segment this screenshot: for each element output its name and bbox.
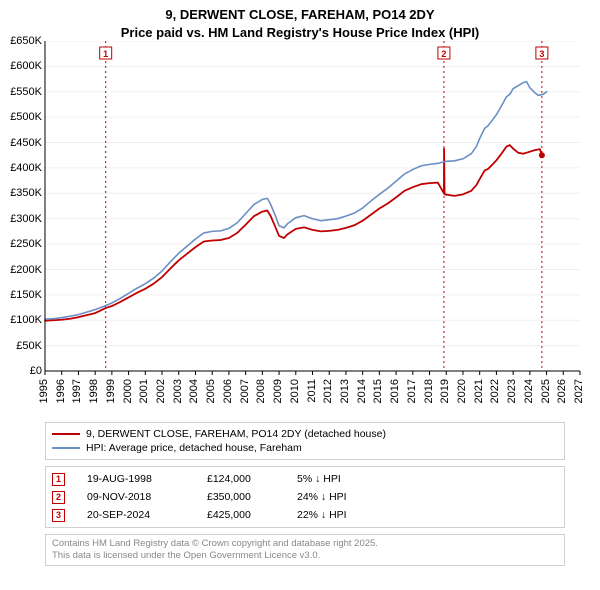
x-tick-label: 2011 xyxy=(305,379,317,403)
y-tick-label: £0 xyxy=(2,365,42,377)
x-tick-label: 2023 xyxy=(506,379,518,403)
x-tick-label: 2010 xyxy=(289,379,301,403)
legend-swatch xyxy=(52,447,80,449)
x-tick-label: 2002 xyxy=(155,379,167,403)
x-tick-label: 2005 xyxy=(205,379,217,403)
event-delta: 5% ↓ HPI xyxy=(297,473,407,485)
x-tick-label: 2019 xyxy=(439,379,451,403)
event-marker: 1 xyxy=(52,473,65,486)
x-tick-label: 1999 xyxy=(105,379,117,403)
x-tick-label: 2008 xyxy=(255,379,267,403)
event-marker: 3 xyxy=(52,509,65,522)
x-tick-label: 2006 xyxy=(222,379,234,403)
event-marker: 2 xyxy=(52,491,65,504)
event-price: £124,000 xyxy=(207,473,297,485)
y-tick-label: £500K xyxy=(2,111,42,123)
line-chart-svg: 1 2 3 xyxy=(0,41,600,416)
legend-label: 9, DERWENT CLOSE, FAREHAM, PO14 2DY (det… xyxy=(86,428,386,440)
y-tick-label: £250K xyxy=(2,238,42,250)
svg-text:2: 2 xyxy=(441,49,446,59)
y-tick-label: £300K xyxy=(2,213,42,225)
x-tick-label: 1998 xyxy=(88,379,100,403)
y-tick-label: £400K xyxy=(2,162,42,174)
x-tick-label: 2009 xyxy=(272,379,284,403)
legend-label: HPI: Average price, detached house, Fare… xyxy=(86,442,302,454)
y-tick-label: £200K xyxy=(2,264,42,276)
y-tick-label: £550K xyxy=(2,86,42,98)
x-tick-label: 2004 xyxy=(188,379,200,403)
x-tick-label: 2027 xyxy=(573,379,585,403)
events-table: 1 19-AUG-1998£124,0005% ↓ HPI 2 09-NOV-2018… xyxy=(45,466,565,528)
event-date: 19-AUG-1998 xyxy=(87,473,207,485)
event-date: 20-SEP-2024 xyxy=(87,509,207,521)
x-tick-label: 2024 xyxy=(523,379,535,403)
y-tick-label: £600K xyxy=(2,60,42,72)
credit-box: Contains HM Land Registry data © Crown c… xyxy=(45,534,565,566)
x-tick-label: 1996 xyxy=(55,379,67,403)
event-price: £425,000 xyxy=(207,509,297,521)
x-tick-label: 2016 xyxy=(389,379,401,403)
chart-header: 9, DERWENT CLOSE, FAREHAM, PO14 2DY Pric… xyxy=(0,0,600,41)
x-tick-label: 2018 xyxy=(422,379,434,403)
x-tick-label: 1997 xyxy=(71,379,83,403)
y-tick-label: £450K xyxy=(2,137,42,149)
x-tick-label: 2012 xyxy=(322,379,334,403)
event-row: 1 19-AUG-1998£124,0005% ↓ HPI xyxy=(52,470,558,488)
legend-row: HPI: Average price, detached house, Fare… xyxy=(52,441,558,455)
x-tick-label: 2000 xyxy=(121,379,133,403)
event-row: 2 09-NOV-2018£350,00024% ↓ HPI xyxy=(52,488,558,506)
event-date: 09-NOV-2018 xyxy=(87,491,207,503)
x-tick-label: 2003 xyxy=(172,379,184,403)
x-tick-label: 2021 xyxy=(472,379,484,403)
credit-line-2: This data is licensed under the Open Gov… xyxy=(52,550,558,562)
event-row: 3 20-SEP-2024£425,00022% ↓ HPI xyxy=(52,506,558,524)
title-line-1: 9, DERWENT CLOSE, FAREHAM, PO14 2DY xyxy=(0,6,600,24)
legend: 9, DERWENT CLOSE, FAREHAM, PO14 2DY (det… xyxy=(45,422,565,460)
event-delta: 24% ↓ HPI xyxy=(297,491,407,503)
y-tick-label: £50K xyxy=(2,340,42,352)
x-tick-label: 2007 xyxy=(238,379,250,403)
x-tick-label: 2017 xyxy=(406,379,418,403)
y-tick-label: £100K xyxy=(2,314,42,326)
x-tick-label: 2001 xyxy=(138,379,150,403)
x-tick-label: 1995 xyxy=(38,379,50,403)
x-tick-label: 2026 xyxy=(556,379,568,403)
y-tick-label: £650K xyxy=(2,35,42,47)
credit-line-1: Contains HM Land Registry data © Crown c… xyxy=(52,538,558,550)
legend-swatch xyxy=(52,433,80,435)
chart-area: 1 2 3 £0 £50K £100K £150K £200K £250K £300K £350K… xyxy=(0,41,600,416)
x-tick-label: 2022 xyxy=(489,379,501,403)
x-tick-label: 2025 xyxy=(539,379,551,403)
x-tick-label: 2020 xyxy=(456,379,468,403)
y-tick-label: £350K xyxy=(2,187,42,199)
x-tick-label: 2014 xyxy=(355,379,367,403)
y-tick-label: £150K xyxy=(2,289,42,301)
x-tick-label: 2013 xyxy=(339,379,351,403)
event-price: £350,000 xyxy=(207,491,297,503)
x-tick-label: 2015 xyxy=(372,379,384,403)
legend-row: 9, DERWENT CLOSE, FAREHAM, PO14 2DY (det… xyxy=(52,427,558,441)
svg-text:3: 3 xyxy=(539,49,544,59)
event-delta: 22% ↓ HPI xyxy=(297,509,407,521)
svg-text:1: 1 xyxy=(103,49,108,59)
title-line-2: Price paid vs. HM Land Registry's House … xyxy=(0,24,600,42)
